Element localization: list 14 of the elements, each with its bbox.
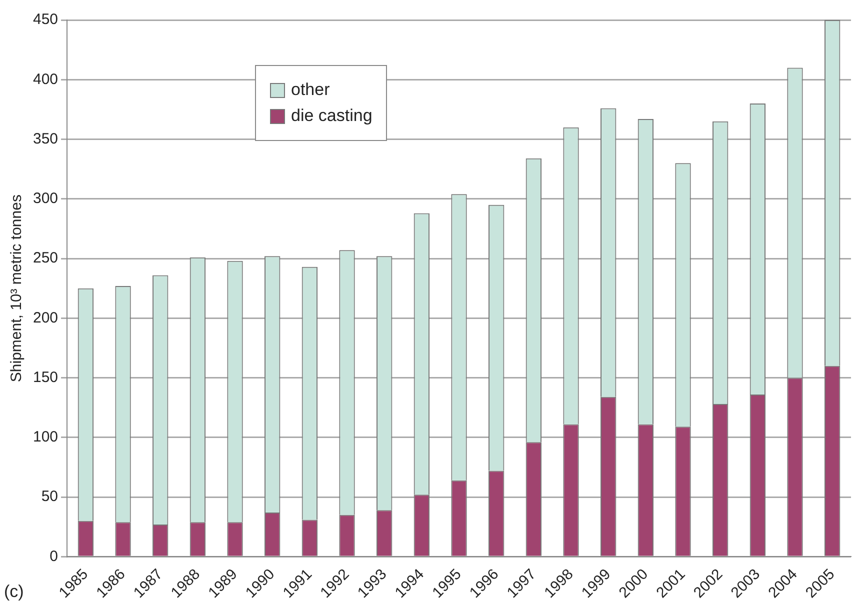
y-tick-label: 450: [32, 11, 58, 28]
y-tick-label: 50: [41, 488, 58, 506]
y-axis-title: Shipment, 10³ metric tonnes: [8, 194, 26, 382]
y-tick-label: 300: [32, 190, 58, 208]
y-tick-label: 100: [32, 428, 58, 446]
legend-label: die casting: [291, 106, 372, 126]
y-tick-label: 150: [32, 368, 58, 386]
text: (c): [4, 582, 24, 602]
y-tick-label: 350: [32, 130, 58, 148]
y-tick-label: 250: [32, 250, 58, 267]
legend-label: other: [291, 80, 330, 100]
y-tick-label: 0: [50, 548, 58, 565]
y-tick-label: 200: [32, 309, 58, 326]
y-tick-label: 400: [32, 70, 58, 88]
